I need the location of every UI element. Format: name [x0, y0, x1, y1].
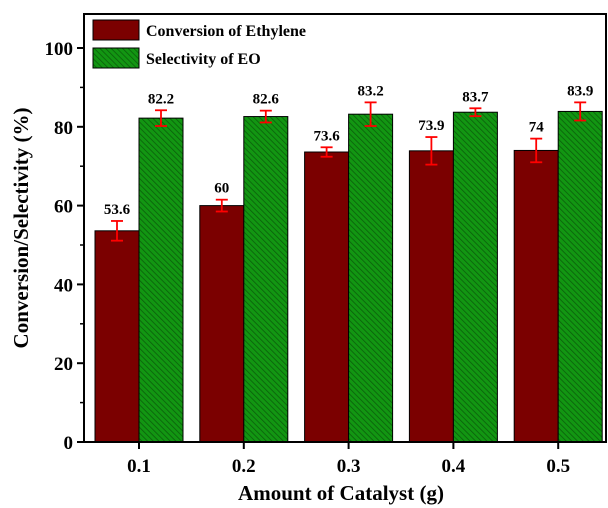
data-label: 73.9 [418, 118, 444, 134]
y-tick-label: 40 [54, 275, 73, 296]
legend-label-conversion: Conversion of Ethylene [146, 23, 306, 40]
data-label: 82.2 [148, 91, 174, 107]
error-bars-group [111, 101, 587, 242]
bars-group [94, 110, 603, 443]
x-tick-label: 0.2 [232, 456, 256, 477]
x-tick-label: 0.4 [442, 456, 466, 477]
data-label: 60 [214, 181, 229, 197]
legend: Conversion of Ethylene Selectivity of EO [92, 19, 306, 69]
bar-conversion [199, 205, 245, 443]
legend-label-selectivity: Selectivity of EO [146, 51, 261, 68]
data-label: 83.7 [462, 89, 489, 105]
plot-area: 53.6 60 73.6 73.9 74 82.2 82.6 83.2 83.7 83.9 0 20… [45, 13, 607, 477]
legend-swatch-conversion [92, 19, 140, 41]
data-label: 83.9 [567, 83, 593, 99]
data-labels-group: 53.6 60 73.6 73.9 74 82.2 82.6 83.2 83.7 83.9 [104, 83, 593, 218]
x-tick-label: 0.5 [546, 456, 570, 477]
data-label: 82.6 [253, 92, 280, 108]
bar-conversion [94, 230, 140, 443]
y-tick-label: 20 [54, 354, 73, 375]
bar-conversion [513, 149, 559, 443]
bar-selectivity [452, 111, 498, 443]
data-label: 53.6 [104, 202, 131, 218]
y-tick-label: 0 [64, 433, 74, 454]
bar-selectivity [557, 110, 603, 443]
bar-selectivity [138, 117, 184, 443]
x-axis-title: Amount of Catalyst (g) [238, 481, 444, 505]
y-tick-label: 60 [54, 197, 73, 218]
y-axis: 0 20 40 60 80 100 [45, 39, 84, 454]
x-tick-label: 0.3 [337, 456, 361, 477]
y-tick-label: 100 [45, 39, 74, 60]
x-tick-label: 0.1 [127, 456, 151, 477]
data-label: 73.6 [313, 128, 340, 144]
y-tick-label: 80 [54, 118, 73, 139]
data-label: 74 [529, 120, 545, 136]
x-axis: 0.1 0.2 0.3 0.4 0.5 [127, 442, 570, 477]
plot-frame [83, 13, 607, 443]
bar-selectivity [348, 113, 394, 443]
bar-conversion [408, 150, 454, 443]
legend-swatch-selectivity [92, 47, 140, 69]
data-label: 83.2 [357, 83, 383, 99]
bar-conversion [304, 151, 350, 443]
y-axis-title: Conversion/Selectivity (%) [9, 108, 33, 349]
bar-selectivity [243, 116, 289, 443]
